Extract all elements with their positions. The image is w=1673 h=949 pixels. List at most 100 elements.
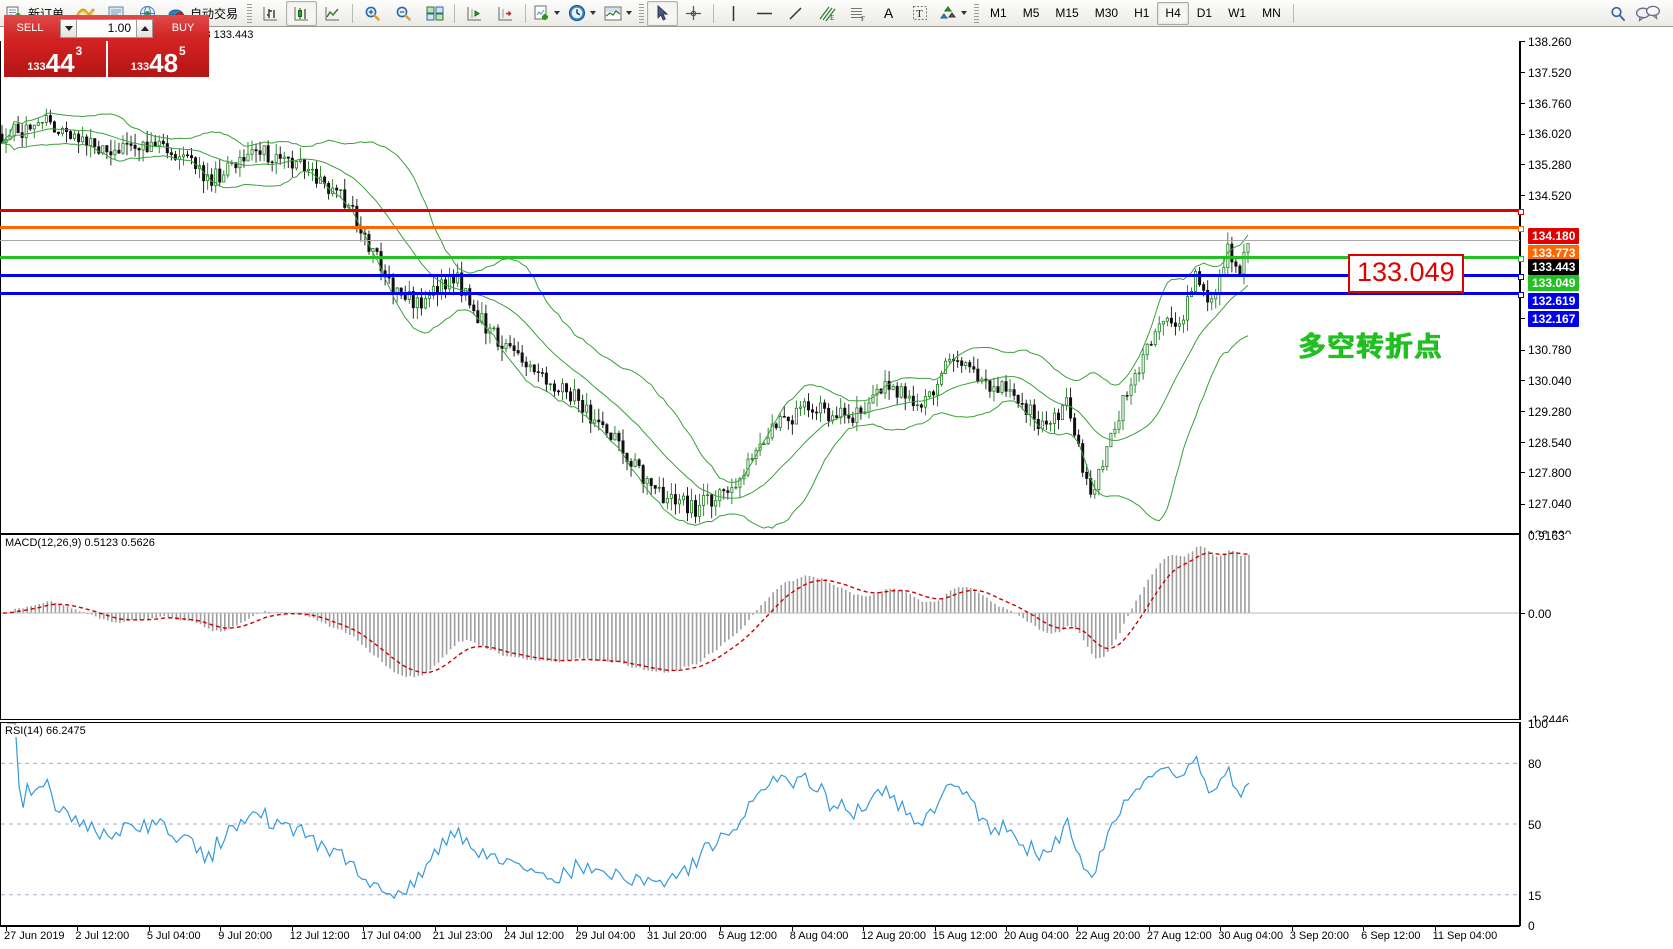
zoom-out-button[interactable] (388, 1, 419, 26)
sell-price-display[interactable]: 133 44 3 (4, 41, 106, 77)
price-level-tag[interactable]: 133.049 (1528, 274, 1580, 291)
line-anchor-handle[interactable] (1518, 255, 1524, 262)
fibonacci-button[interactable]: F (842, 1, 873, 26)
chart-shift-button[interactable] (459, 1, 490, 26)
new-chart-button[interactable] (530, 1, 564, 26)
time-tick (291, 927, 293, 931)
tile-windows-button[interactable] (419, 1, 450, 26)
price-tick: 134.520 (1521, 188, 1571, 203)
volume-decrease-button[interactable] (60, 18, 77, 38)
templates-button[interactable] (600, 1, 636, 26)
auto-scroll-button[interactable] (490, 1, 521, 26)
chat-icon[interactable] (1635, 5, 1661, 22)
volume-increase-button[interactable] (136, 18, 153, 38)
timeframe-m15[interactable]: M15 (1055, 6, 1079, 20)
price-level-line[interactable] (0, 225, 1524, 232)
text-button[interactable]: A (873, 1, 904, 26)
rsi-scale[interactable]: 100 80 50 15 0 (1520, 717, 1673, 933)
buy-button[interactable]: BUY (157, 15, 209, 41)
zoom-in-button[interactable] (357, 1, 388, 26)
time-tick (6, 927, 7, 931)
arrows-caret-icon[interactable] (961, 11, 968, 15)
price-level-line[interactable] (0, 209, 1524, 216)
vertical-line-button[interactable] (718, 1, 749, 26)
volume-control[interactable]: 1.00 (56, 15, 157, 41)
trendline-button[interactable] (780, 1, 811, 26)
time-label: 5 Jul 04:00 (146, 930, 201, 942)
timeframe-h4[interactable]: H4 (1157, 1, 1189, 25)
toolbar-grip[interactable] (247, 3, 253, 23)
price-level-tag[interactable]: 134.180 (1528, 228, 1580, 245)
price-level-line[interactable] (0, 292, 1524, 299)
time-tick (577, 927, 579, 931)
period-caret-icon[interactable] (590, 11, 597, 15)
line-chart-icon (324, 5, 341, 22)
search-icon[interactable] (1609, 5, 1627, 22)
price-tick: 137.520 (1521, 65, 1571, 79)
time-label: 12 Aug 20:00 (861, 930, 926, 942)
candlestick-chart-button[interactable] (286, 0, 318, 26)
indicators-icon (76, 5, 95, 22)
price-pane[interactable] (0, 41, 1520, 534)
auto-scroll-icon (497, 5, 514, 22)
arrows-button[interactable] (935, 1, 971, 26)
timeframe-m1[interactable]: M1 (990, 6, 1007, 20)
line-anchor-handle[interactable] (1518, 292, 1524, 299)
timeframe-m5[interactable]: M5 (1022, 6, 1040, 20)
caret-down-icon (64, 25, 73, 31)
timeframe-h1[interactable]: H1 (1134, 6, 1150, 20)
macd-scale[interactable]: 0.9163 0.00 -1.2446 (1520, 529, 1673, 727)
one-click-trading-panel[interactable]: SELL 1.00 BUY 133 44 3 133 48 5 (4, 15, 209, 77)
line-anchor-handle[interactable] (1518, 225, 1524, 232)
chinese-annotation[interactable]: 多空转折点 (1298, 332, 1443, 363)
cursor-button[interactable] (647, 0, 679, 26)
buy-price-display[interactable]: 133 48 5 (107, 41, 209, 79)
line-chart-button[interactable] (317, 1, 348, 26)
timeframe-w1[interactable]: W1 (1228, 6, 1247, 20)
time-tick (1077, 927, 1079, 931)
price-level-tag[interactable]: 133.443 (1528, 258, 1580, 275)
svg-text:T: T (916, 8, 923, 20)
bar-chart-button[interactable] (255, 1, 286, 26)
price-level-line[interactable] (0, 273, 1524, 280)
equidistant-channel-button[interactable]: E (811, 1, 842, 26)
price-level-line[interactable] (0, 255, 1524, 262)
price-callout[interactable]: 133.049 (1348, 254, 1464, 293)
price-level-tag[interactable]: 133.773 (1528, 244, 1580, 261)
toolbar-grip-3[interactable] (974, 3, 980, 23)
sell-button[interactable]: SELL (4, 15, 56, 41)
time-axis[interactable]: 27 Jun 2019 2 Jul 12:00 5 Jul 04:00 9 Jul 2… (0, 926, 1520, 949)
indicators-button[interactable] (70, 1, 101, 26)
time-label: 31 Jul 20:00 (646, 930, 707, 942)
macd-plot (1, 546, 1519, 678)
text-label-button[interactable]: T (904, 1, 935, 26)
timeframe-mn[interactable]: MN (1262, 6, 1281, 20)
toolbar-grip-2[interactable] (639, 3, 645, 23)
buy-price-fraction: 5 (179, 44, 186, 58)
volume-input[interactable]: 1.00 (77, 18, 136, 38)
macd-pane[interactable] (0, 534, 1520, 720)
clock-icon (568, 4, 586, 22)
templates-caret-icon[interactable] (626, 11, 633, 15)
price-level-tag[interactable]: 132.167 (1528, 311, 1580, 328)
time-label: 27 Jun 2019 (4, 930, 65, 942)
chart-area[interactable]: GBPJPY-,H4 133.397 133.446 133.383 133.4… (0, 27, 1673, 948)
rsi-pane[interactable] (0, 722, 1520, 926)
timeframe-m30[interactable]: M30 (1094, 6, 1119, 20)
line-anchor-handle[interactable] (1518, 209, 1524, 216)
timeframe-d1[interactable]: D1 (1196, 6, 1213, 20)
price-tick: 127.800 (1521, 465, 1571, 480)
sell-price-fraction: 3 (75, 44, 83, 58)
rsi-plot (1, 723, 1519, 900)
time-tick (220, 927, 222, 931)
line-anchor-handle[interactable] (1518, 273, 1524, 280)
price-level-tag[interactable]: 132.619 (1528, 292, 1580, 309)
period-button[interactable] (564, 1, 600, 26)
new-chart-caret-icon[interactable] (554, 11, 561, 15)
zoom-in-icon (364, 5, 381, 22)
crosshair-button[interactable] (678, 1, 709, 26)
price-level-line[interactable] (0, 239, 1520, 241)
macd-tick: 0.00 (1521, 606, 1551, 621)
buy-price-main: 48 (149, 48, 179, 79)
horizontal-line-button[interactable] (749, 1, 780, 26)
